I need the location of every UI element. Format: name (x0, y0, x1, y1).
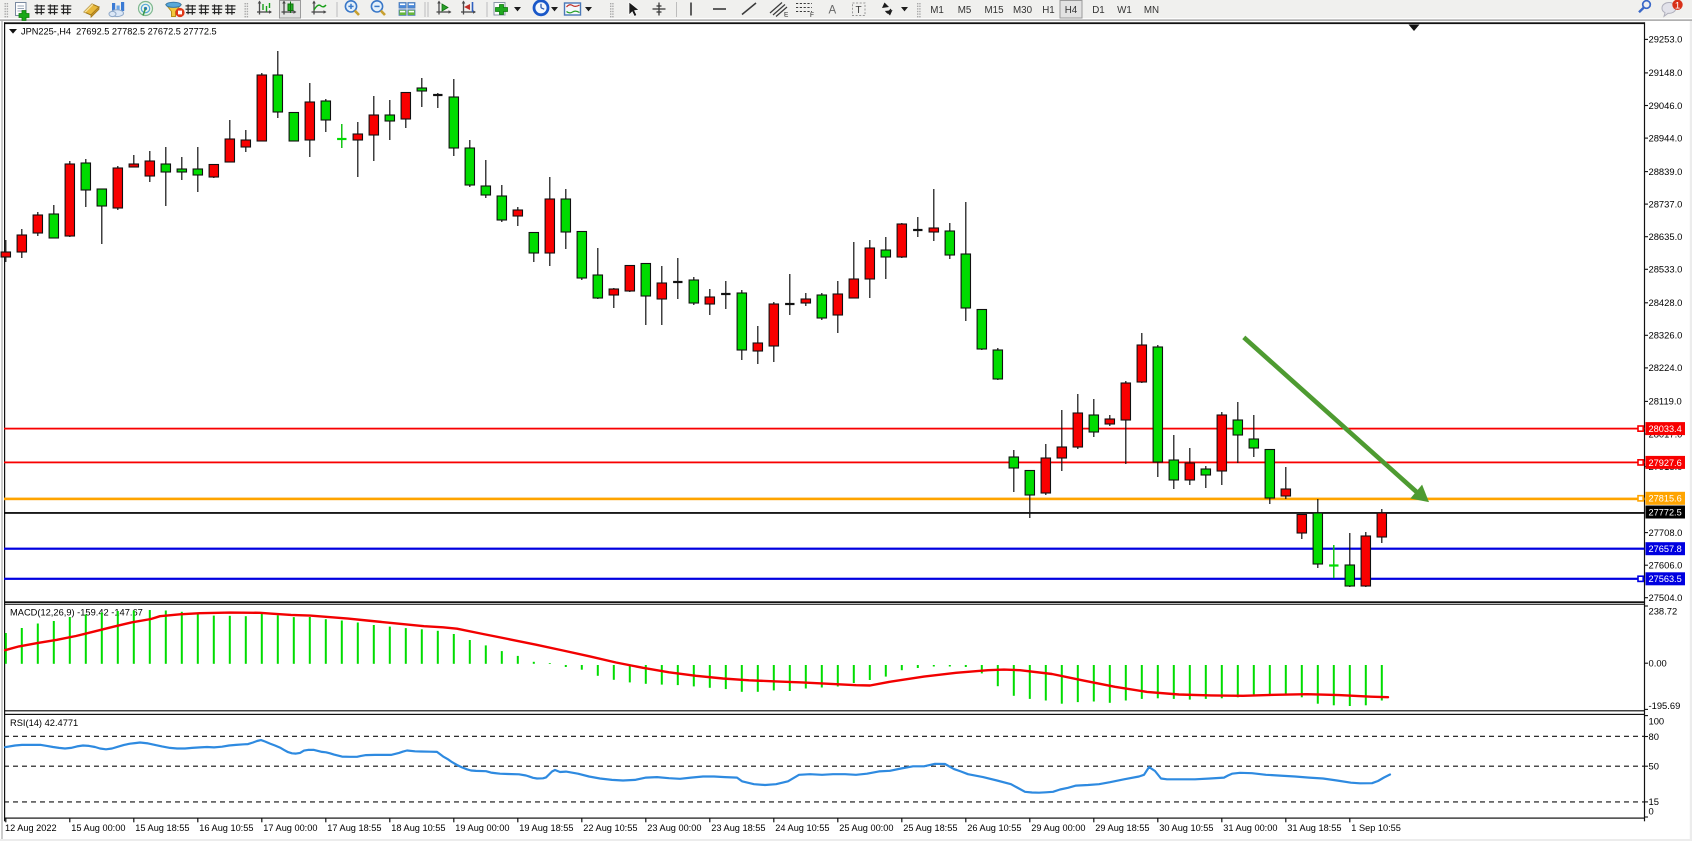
svg-text:27772.5: 27772.5 (1649, 507, 1682, 517)
svg-text:23 Aug 18:55: 23 Aug 18:55 (711, 823, 765, 833)
svg-text:1 Sep 10:55: 1 Sep 10:55 (1351, 823, 1401, 833)
svg-text:0: 0 (1649, 806, 1654, 817)
svg-text:27657.8: 27657.8 (1649, 544, 1682, 554)
svg-text:JPN225-,H4 27692.5 27782.5 27: JPN225-,H4 27692.5 27782.5 27672.5 27772… (21, 26, 217, 36)
svg-text:28428.0: 28428.0 (1649, 297, 1683, 308)
svg-text:M5: M5 (958, 5, 972, 16)
svg-text:26 Aug 10:55: 26 Aug 10:55 (967, 823, 1021, 833)
svg-text:19 Aug 18:55: 19 Aug 18:55 (519, 823, 573, 833)
svg-text:28635.0: 28635.0 (1649, 231, 1683, 242)
svg-text:27606.0: 27606.0 (1649, 560, 1683, 571)
svg-text:27504.0: 27504.0 (1649, 592, 1683, 603)
svg-text:24 Aug 10:55: 24 Aug 10:55 (775, 823, 829, 833)
svg-text:29253.0: 29253.0 (1649, 34, 1683, 45)
svg-text:A: A (829, 5, 837, 17)
svg-text:100: 100 (1649, 716, 1665, 727)
svg-text:27708.0: 27708.0 (1649, 527, 1683, 538)
svg-text:H4: H4 (1065, 5, 1078, 16)
svg-text:18 Aug 10:55: 18 Aug 10:55 (391, 823, 445, 833)
svg-text:T: T (856, 5, 862, 16)
svg-text:W1: W1 (1117, 5, 1132, 16)
svg-text:28119.0: 28119.0 (1649, 396, 1682, 407)
svg-text:27815.6: 27815.6 (1649, 494, 1682, 504)
svg-text:30 Aug 10:55: 30 Aug 10:55 (1159, 823, 1213, 833)
svg-text:28224.0: 28224.0 (1649, 362, 1683, 373)
svg-text:H1: H1 (1042, 5, 1055, 16)
svg-text:MN: MN (1144, 5, 1159, 16)
svg-text:1: 1 (1675, 0, 1680, 11)
svg-text:17 Aug 18:55: 17 Aug 18:55 (327, 823, 381, 833)
svg-text:27563.5: 27563.5 (1649, 574, 1682, 584)
svg-text:16 Aug 10:55: 16 Aug 10:55 (199, 823, 253, 833)
svg-text:28326.0: 28326.0 (1649, 330, 1683, 341)
svg-text:12 Aug 2022: 12 Aug 2022 (5, 823, 57, 833)
svg-text:F: F (810, 12, 814, 19)
svg-text:50: 50 (1649, 761, 1659, 772)
svg-text:31 Aug 00:00: 31 Aug 00:00 (1223, 823, 1277, 833)
svg-text:25 Aug 00:00: 25 Aug 00:00 (839, 823, 893, 833)
svg-text:28033.4: 28033.4 (1649, 424, 1682, 434)
svg-text:29 Aug 18:55: 29 Aug 18:55 (1095, 823, 1149, 833)
svg-text:28839.0: 28839.0 (1649, 166, 1683, 177)
svg-text:80: 80 (1649, 731, 1659, 742)
svg-text:M15: M15 (984, 5, 1004, 16)
svg-text:15 Aug 00:00: 15 Aug 00:00 (71, 823, 125, 833)
svg-text:31 Aug 18:55: 31 Aug 18:55 (1287, 823, 1341, 833)
svg-text:D1: D1 (1092, 5, 1105, 16)
svg-text:29148.0: 29148.0 (1649, 67, 1683, 78)
svg-text:28533.0: 28533.0 (1649, 264, 1683, 275)
svg-text:28737.0: 28737.0 (1649, 198, 1683, 209)
svg-text:22 Aug 10:55: 22 Aug 10:55 (583, 823, 637, 833)
svg-text:15: 15 (1649, 796, 1659, 807)
svg-text:25 Aug 18:55: 25 Aug 18:55 (903, 823, 957, 833)
svg-text:28944.0: 28944.0 (1649, 132, 1683, 143)
svg-text:MACD(12,26,9) -159.42 -147.67: MACD(12,26,9) -159.42 -147.67 (10, 608, 143, 618)
svg-text:27927.6: 27927.6 (1649, 458, 1682, 468)
svg-text:M1: M1 (930, 5, 944, 16)
svg-text:M30: M30 (1013, 5, 1033, 16)
svg-text:RSI(14) 42.4771: RSI(14) 42.4771 (10, 718, 78, 728)
svg-text:E: E (784, 12, 789, 19)
svg-text:0.00: 0.00 (1649, 658, 1667, 669)
svg-text:17 Aug 00:00: 17 Aug 00:00 (263, 823, 317, 833)
svg-text:238.72: 238.72 (1649, 606, 1678, 617)
svg-text:19 Aug 00:00: 19 Aug 00:00 (455, 823, 509, 833)
svg-text:23 Aug 00:00: 23 Aug 00:00 (647, 823, 701, 833)
svg-text:29046.0: 29046.0 (1649, 100, 1683, 111)
svg-text:29 Aug 00:00: 29 Aug 00:00 (1031, 823, 1085, 833)
svg-text:15 Aug 18:55: 15 Aug 18:55 (135, 823, 189, 833)
svg-text:-195.69: -195.69 (1649, 700, 1681, 711)
